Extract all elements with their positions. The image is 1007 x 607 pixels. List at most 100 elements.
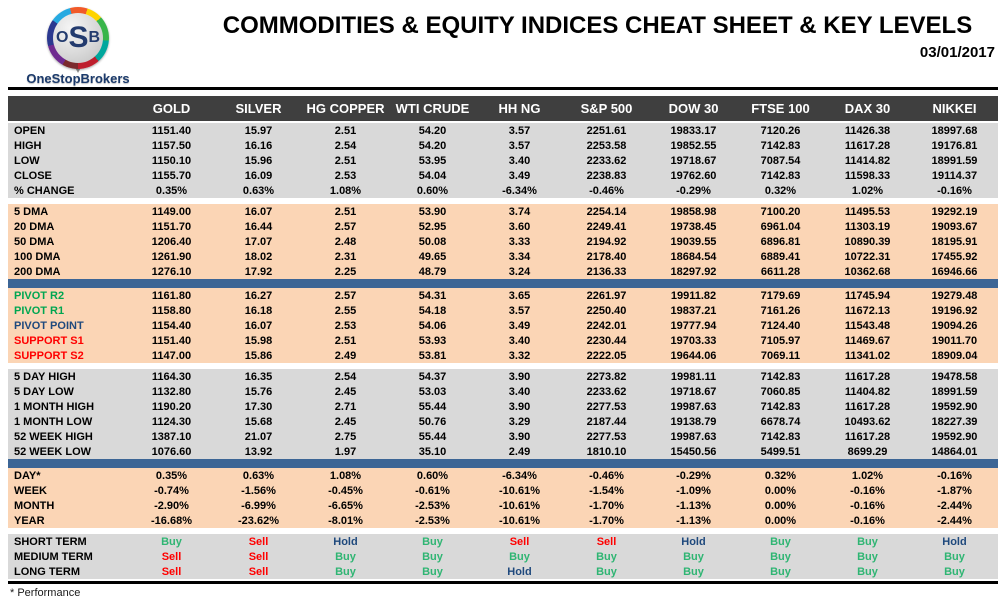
value-cell-hh-ng: -10.61%	[499, 484, 540, 497]
value-cell-s-p-500: 2194.92	[586, 235, 627, 248]
section-gap	[8, 528, 998, 534]
value-cell-s-p-500: 2136.33	[586, 265, 627, 278]
column-header-dax-30: DAX 30	[844, 101, 891, 116]
table-row-week: WEEK -0.74% -1.56% -0.45% -0.61% -10.61% -1.54…	[8, 483, 998, 498]
value-cell-ftse-100: 7100.20	[760, 205, 801, 218]
row-label: 50 DMA	[14, 235, 55, 248]
table-row-200-dma: 200 DMA 1276.10 17.92 2.25 48.79 3.24 2136.33 1…	[8, 264, 998, 279]
section-signals: SHORT TERM Buy Sell Hold Buy Sell Sell Hold Buy B…	[8, 534, 998, 579]
value-cell-s-p-500: 2187.44	[586, 415, 627, 428]
value-cell-gold: 0.35%	[155, 184, 188, 197]
value-cell-nikkei: -2.44%	[937, 514, 972, 527]
value-cell-wti-crude: 54.20	[418, 124, 447, 137]
value-cell-wti-crude: 50.76	[418, 415, 447, 428]
value-cell-hh-ng: 3.49	[508, 319, 531, 332]
value-cell-nikkei: 19094.26	[931, 319, 978, 332]
value-cell-ftse-100: 7179.69	[760, 289, 801, 302]
row-label: SUPPORT S1	[14, 334, 84, 347]
page-title: COMMODITIES & EQUITY INDICES CHEAT SHEET…	[222, 12, 973, 39]
value-cell-silver: 16.16	[244, 139, 273, 152]
value-cell-nikkei: -0.16%	[937, 184, 972, 197]
value-cell-dax-30: 10493.62	[844, 415, 891, 428]
value-cell-nikkei: 16946.66	[931, 265, 978, 278]
column-header-hg-copper: HG COPPER	[306, 101, 385, 116]
value-cell-wti-crude: 53.90	[418, 205, 447, 218]
value-cell-ftse-100: 0.00%	[764, 499, 797, 512]
value-cell-gold: Sell	[161, 550, 182, 563]
value-cell-silver: Sell	[248, 550, 269, 563]
value-cell-dax-30: 11617.28	[844, 430, 891, 443]
value-cell-silver: -1.56%	[241, 484, 276, 497]
value-cell-wti-crude: 53.03	[418, 385, 447, 398]
table-row-long-term: LONG TERM Sell Sell Buy Buy Hold Buy Buy Buy Buy B…	[8, 564, 998, 579]
value-cell-ftse-100: 7142.83	[760, 430, 801, 443]
row-label: 52 WEEK LOW	[14, 445, 92, 458]
value-cell-wti-crude: 49.65	[418, 250, 447, 263]
value-cell-s-p-500: 2249.41	[586, 220, 627, 233]
value-cell-wti-crude: 53.95	[418, 154, 447, 167]
value-cell-ftse-100: 7087.54	[760, 154, 801, 167]
value-cell-gold: 1190.20	[151, 400, 192, 413]
value-cell-gold: 1158.80	[151, 304, 192, 317]
value-cell-wti-crude: 48.79	[418, 265, 447, 278]
value-cell-silver: 16.35	[244, 370, 273, 383]
row-label: PIVOT R2	[14, 289, 65, 302]
value-cell-gold: 1151.40	[151, 334, 192, 347]
table-row-5-dma: 5 DMA 1149.00 16.07 2.51 53.90 3.74 2254.14 198…	[8, 204, 998, 219]
value-cell-nikkei: 19292.19	[931, 205, 978, 218]
value-cell-gold: 1154.40	[151, 319, 192, 332]
value-cell-wti-crude: 54.31	[418, 289, 447, 302]
table-row-month: MONTH -2.90% -6.99% -6.65% -2.53% -10.61% -1.7…	[8, 498, 998, 513]
value-cell-silver: 16.09	[244, 169, 273, 182]
value-cell-hg-copper: 2.75	[334, 430, 357, 443]
value-cell-nikkei: 19196.92	[931, 304, 978, 317]
value-cell-wti-crude: 55.44	[418, 400, 447, 413]
value-cell-hh-ng: 3.34	[508, 250, 531, 263]
value-cell-wti-crude: 0.60%	[416, 184, 449, 197]
column-header-ftse-100: FTSE 100	[751, 101, 810, 116]
table-row-20-dma: 20 DMA 1151.70 16.44 2.57 52.95 3.60 2249.41 19…	[8, 219, 998, 234]
table-row-50-dma: 50 DMA 1206.40 17.07 2.48 50.08 3.33 2194.92 19…	[8, 234, 998, 249]
value-cell-silver: 15.96	[244, 154, 273, 167]
row-label: CLOSE	[14, 169, 52, 182]
value-cell-dow-30: 19138.79	[670, 415, 717, 428]
row-label: 52 WEEK HIGH	[14, 430, 93, 443]
value-cell-dax-30: 11598.33	[844, 169, 891, 182]
value-cell-gold: -0.74%	[154, 484, 189, 497]
value-cell-hg-copper: 2.71	[334, 400, 357, 413]
value-cell-nikkei: -2.44%	[937, 499, 972, 512]
value-cell-dax-30: 11303.19	[844, 220, 891, 233]
value-cell-dow-30: Buy	[683, 550, 704, 563]
value-cell-gold: 1076.60	[151, 445, 192, 458]
value-cell-ftse-100: 0.00%	[764, 514, 797, 527]
value-cell-dow-30: 19762.60	[670, 169, 717, 182]
value-cell-silver: -6.99%	[241, 499, 276, 512]
value-cell-dow-30: 19852.55	[670, 139, 717, 152]
row-label: 5 DMA	[14, 205, 49, 218]
value-cell-silver: 21.07	[244, 430, 273, 443]
value-cell-nikkei: 19114.37	[931, 169, 978, 182]
value-cell-nikkei: 19478.58	[931, 370, 978, 383]
value-cell-hg-copper: 2.45	[334, 415, 357, 428]
value-cell-dow-30: -1.13%	[676, 499, 711, 512]
value-cell-silver: 18.02	[244, 250, 273, 263]
value-cell-hg-copper: 2.51	[334, 334, 357, 347]
value-cell-dax-30: 11672.13	[844, 304, 891, 317]
logo-letter-o: O	[55, 29, 69, 46]
value-cell-nikkei: 17455.92	[931, 250, 978, 263]
row-label: 5 DAY HIGH	[14, 370, 76, 383]
value-cell-ftse-100: 7142.83	[760, 169, 801, 182]
row-label: HIGH	[14, 139, 42, 152]
value-cell-ftse-100: 7060.85	[760, 385, 801, 398]
value-cell-silver: Sell	[248, 535, 269, 548]
value-cell-dax-30: 1.02%	[851, 184, 884, 197]
column-header-hh-ng: HH NG	[498, 101, 541, 116]
report-date: 03/01/2017	[919, 44, 995, 61]
value-cell-hg-copper: 2.51	[334, 154, 357, 167]
logo-letter-b: B	[88, 29, 101, 46]
value-cell-silver: 15.98	[244, 334, 273, 347]
value-cell-hg-copper: 2.45	[334, 385, 357, 398]
value-cell-hh-ng: 3.33	[508, 235, 531, 248]
value-cell-hg-copper: 2.49	[334, 349, 357, 362]
table-row-year: YEAR -16.68% -23.62% -8.01% -2.53% -10.61% -1.…	[8, 513, 998, 528]
